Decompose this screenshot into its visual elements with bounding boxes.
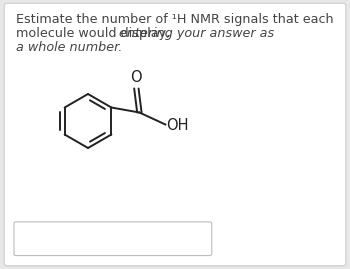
Text: OH: OH xyxy=(166,118,189,133)
Text: molecule would display,: molecule would display, xyxy=(16,27,174,40)
Text: a whole number.: a whole number. xyxy=(16,41,122,54)
Text: O: O xyxy=(131,70,142,86)
Text: entering your answer as: entering your answer as xyxy=(119,27,274,40)
Text: Estimate the number of ¹H NMR signals that each: Estimate the number of ¹H NMR signals th… xyxy=(16,13,334,26)
